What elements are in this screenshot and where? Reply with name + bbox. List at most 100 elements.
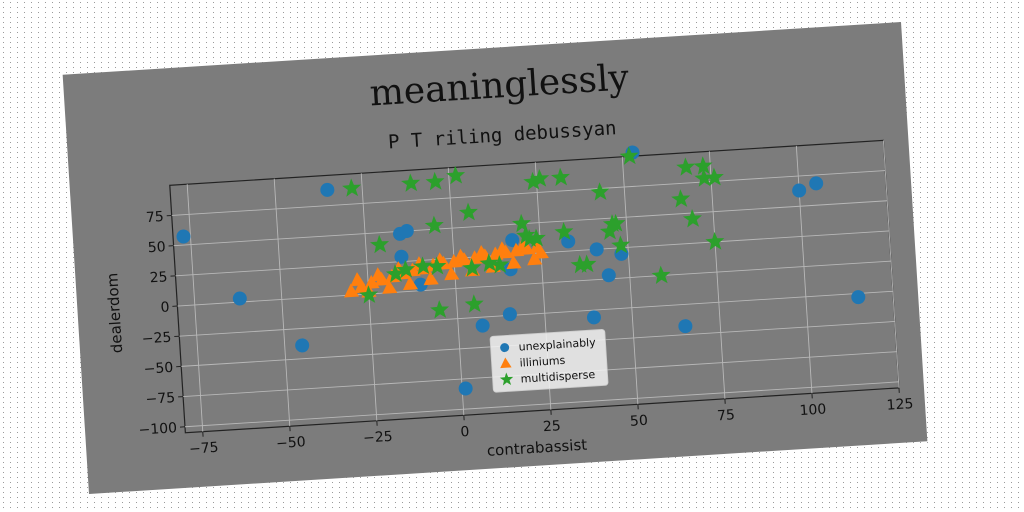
multidisperse-point bbox=[427, 256, 447, 276]
illiniums-point bbox=[370, 267, 387, 282]
x-tick-label: −50 bbox=[276, 434, 306, 452]
legend-label-unexplainably: unexplainably bbox=[518, 336, 596, 354]
multidisperse-point bbox=[479, 253, 499, 272]
illiniums-point bbox=[495, 241, 511, 256]
unexplainably-point bbox=[320, 182, 335, 197]
multidisperse-point bbox=[676, 157, 696, 176]
multidisperse-point bbox=[606, 213, 626, 233]
illiniums-point bbox=[402, 276, 419, 291]
multidisperse-point bbox=[370, 234, 390, 254]
illiniums-point bbox=[474, 244, 490, 260]
x-tick-label: 50 bbox=[630, 413, 649, 430]
multidisperse-point bbox=[530, 168, 550, 188]
legend-box bbox=[489, 329, 609, 393]
multidisperse-point bbox=[396, 259, 416, 279]
legend-marker-illiniums bbox=[500, 357, 512, 369]
multidisperse-point bbox=[705, 231, 725, 251]
multidisperse-point bbox=[577, 254, 597, 273]
x-tick-label: −75 bbox=[189, 440, 219, 458]
unexplainably-point bbox=[399, 223, 414, 238]
legend-label-multidisperse: multidisperse bbox=[520, 368, 596, 386]
multidisperse-point bbox=[401, 173, 421, 192]
illiniums-point bbox=[527, 251, 543, 266]
unexplainably-point bbox=[394, 249, 409, 264]
multidisperse-point bbox=[342, 178, 362, 197]
y-tick-label: −50 bbox=[143, 360, 173, 378]
y-tick-label: −75 bbox=[145, 390, 175, 408]
grid-line-y bbox=[177, 260, 892, 307]
legend-label-illiniums: illiniums bbox=[519, 354, 566, 370]
unexplainably-point bbox=[502, 307, 517, 322]
chart-figure: meaninglessly P T riling debussyan −75 −5… bbox=[62, 22, 928, 494]
multidisperse-point bbox=[611, 235, 631, 254]
legend: unexplainably illiniums multidisperse bbox=[489, 329, 609, 393]
illiniums-point bbox=[533, 244, 549, 259]
illiniums-point bbox=[506, 255, 522, 270]
unexplainably-point bbox=[176, 229, 191, 244]
multidisperse-point bbox=[458, 202, 478, 222]
y-tick-label: 75 bbox=[145, 209, 164, 226]
unexplainably-point bbox=[601, 268, 616, 283]
unexplainably-point bbox=[586, 310, 601, 325]
multidisperse-point bbox=[694, 168, 714, 187]
multidisperse-point bbox=[526, 228, 546, 248]
y-axis-label: dealerdom bbox=[103, 272, 126, 354]
x-axis-label: contrabassist bbox=[486, 436, 587, 460]
multidisperse-point bbox=[446, 165, 466, 185]
multidisperse-point bbox=[551, 167, 570, 187]
x-tick-label: 125 bbox=[886, 396, 914, 414]
unexplainably-point bbox=[561, 234, 576, 249]
multidisperse-point bbox=[385, 264, 405, 283]
multidisperse-point bbox=[651, 265, 671, 285]
grid-line-x bbox=[447, 167, 465, 416]
grid-line-y bbox=[173, 200, 888, 247]
y-tick-label: 25 bbox=[149, 269, 168, 286]
unexplainably-point bbox=[678, 319, 693, 334]
multidisperse-point bbox=[704, 167, 724, 187]
illiniums-point bbox=[453, 248, 469, 263]
unexplainably-point bbox=[851, 290, 866, 305]
grid-line-x bbox=[708, 151, 726, 399]
unexplainably-point bbox=[792, 183, 807, 198]
multidisperse-point bbox=[554, 222, 574, 241]
multidisperse-point bbox=[462, 258, 482, 277]
grid-line-y bbox=[179, 290, 893, 337]
y-tick-label: 50 bbox=[147, 239, 166, 256]
grid-line-x bbox=[621, 156, 639, 405]
multidisperse-point bbox=[413, 256, 433, 275]
multidisperse-point bbox=[693, 156, 713, 175]
illiniums-point bbox=[350, 272, 366, 287]
axis-ticks: −75 −50 −25 0 25 50 75 100 125 −100 −75 −50 −25 0 25 50… bbox=[138, 209, 914, 458]
multidisperse-point bbox=[464, 294, 484, 313]
grid-line-x bbox=[273, 178, 291, 427]
multidisperse-point bbox=[523, 171, 543, 191]
grid-line-y bbox=[184, 381, 899, 428]
unexplainably-point bbox=[475, 318, 490, 333]
x-tick-label: 75 bbox=[717, 407, 736, 424]
unexplainably-point bbox=[458, 381, 473, 396]
illiniums-point bbox=[382, 279, 398, 294]
multidisperse-point bbox=[619, 146, 639, 165]
y-tick-label: −25 bbox=[141, 330, 171, 348]
multidisperse-point bbox=[671, 189, 691, 208]
multidisperse-point bbox=[424, 215, 444, 234]
grid-line-y bbox=[171, 170, 886, 216]
multidisperse-point bbox=[512, 213, 531, 233]
multidisperse-point bbox=[430, 300, 450, 319]
scatter-chart: meaninglessly P T riling debussyan −75 −5… bbox=[103, 57, 914, 460]
illiniums-point bbox=[444, 266, 460, 281]
chart-title: P T riling debussyan bbox=[387, 117, 617, 153]
grid-line-x bbox=[186, 184, 204, 432]
illiniums-point bbox=[515, 237, 531, 252]
multidisperse-point bbox=[425, 171, 445, 191]
multidisperse-point bbox=[590, 182, 610, 201]
y-tick-label: 0 bbox=[160, 300, 170, 317]
unexplainably-point bbox=[232, 291, 247, 306]
legend-marker-unexplainably bbox=[500, 343, 510, 353]
unexplainably-point bbox=[589, 242, 604, 257]
illiniums-point bbox=[423, 271, 439, 286]
x-tick-label: 0 bbox=[460, 424, 470, 441]
data-points bbox=[176, 145, 866, 396]
illiniums-point bbox=[343, 283, 360, 298]
unexplainably-point bbox=[295, 338, 310, 353]
